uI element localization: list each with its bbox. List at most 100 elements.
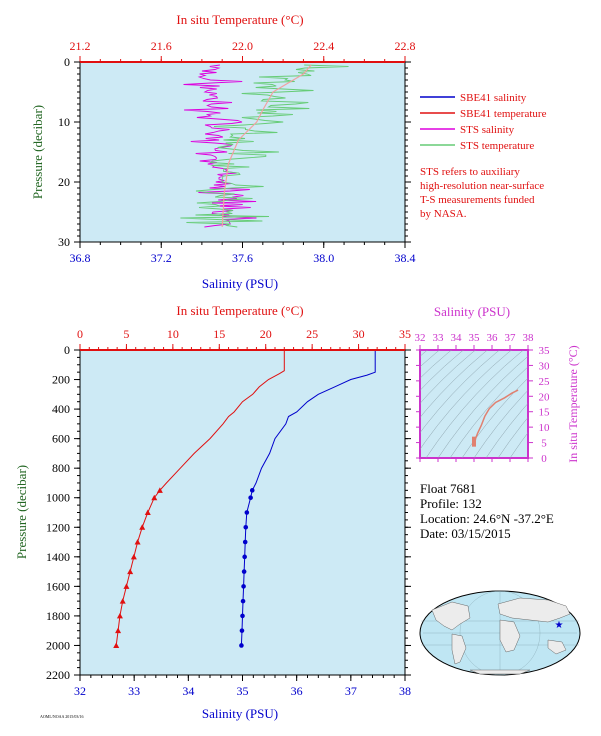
sbe41-temperature-marker: [151, 494, 158, 501]
sbe41-temperature-line: [115, 350, 285, 646]
sbe41-salinity-marker: [240, 598, 246, 604]
near-surface-salinity-axis-title: Salinity (PSU): [202, 276, 278, 291]
near-surface-pressure-tick-label: 20: [58, 175, 70, 189]
ts-salinity-tick-label: 33: [433, 332, 445, 344]
near-surface-plot-area: [79, 61, 406, 243]
full-depth-panel: 0 5 10 15 20 25 30 35 32 33 34 35 36 37 38 0 200 400 600 80…: [14, 303, 411, 721]
full-depth-pressure-axis-title: Pressure (decibar): [14, 465, 29, 559]
legend-note-line-4: by NASA.: [420, 208, 467, 220]
near-surface-salinity-tick-label: 37.6: [232, 251, 253, 265]
sbe41-temperature-marker: [127, 568, 134, 575]
full-depth-temperature-tick-label: 25: [306, 327, 318, 341]
ts-diagram-ticks: 32 33 34 35 36 37 38 0 5 10 15 20 25 30 35: [415, 332, 551, 465]
full-depth-pressure-tick-label: 1200: [46, 520, 70, 534]
near-surface-temperature-tick-label: 21.6: [151, 39, 172, 53]
ts-isopycnal-line: [485, 402, 528, 458]
sts-temperature-series: [180, 64, 349, 228]
world-map: ★: [419, 590, 581, 676]
full-depth-temperature-axis-title: In situ Temperature (°C): [176, 303, 303, 318]
ts-isopycnal-line: [437, 355, 528, 458]
sbe41-salinity-marker: [242, 554, 247, 560]
near-surface-salinity-tick-label: 36.8: [70, 251, 91, 265]
ts-salinity-tick-label: 35: [469, 332, 481, 344]
full-depth-salinity-tick-label: 38: [399, 684, 411, 698]
ts-temperature-tick-label: 5: [541, 438, 547, 450]
full-depth-pressure-tick-label: 1600: [46, 579, 70, 593]
near-surface-salinity-tick-label: 37.2: [151, 251, 172, 265]
legend-sts-salinity-label: STS salinity: [460, 124, 515, 136]
sbe41-salinity-marker: [243, 524, 249, 530]
ts-isopycnal-line: [497, 416, 528, 458]
legend-note-line-1: STS refers to auxiliary: [420, 166, 520, 178]
ts-isopycnal-line: [420, 350, 488, 418]
sbe41-temperature-marker: [156, 487, 163, 493]
near-surface-pressure-tick-label: 10: [58, 115, 70, 129]
sts-salinity-series: [183, 64, 257, 228]
ts-isopycnal-line: [425, 350, 524, 458]
full-depth-salinity-axis-title: Salinity (PSU): [202, 706, 278, 721]
full-depth-pressure-tick-label: 800: [52, 461, 70, 475]
sbe41-salinity-marker: [241, 584, 246, 589]
profile-date: Date: 03/15/2015: [420, 526, 511, 541]
sbe41-temperature-marker: [113, 642, 120, 648]
full-depth-pressure-tick-label: 1400: [46, 550, 70, 564]
full-depth-pressure-tick-label: 400: [52, 402, 70, 416]
ts-isopycnal-line: [420, 350, 428, 357]
ts-temperature-tick-label: 20: [539, 391, 551, 403]
legend-note-line-2: high-resolution near-surface: [420, 180, 544, 192]
sbe41-salinity-marker: [242, 539, 248, 545]
full-depth-temperature-tick-label: 0: [77, 327, 83, 341]
sbe41-temperature-marker: [134, 539, 141, 545]
float-location: Location: 24.6°N -37.2°E: [420, 511, 554, 526]
sbe41-salinity-marker: [244, 510, 250, 515]
sbe41-temperature-marker: [115, 627, 122, 634]
ts-diagram-panel: 32 33 34 35 36 37 38 0 5 10 15 20 25 30 35 Salinity (P…: [415, 304, 581, 465]
full-depth-temperature-tick-label: 35: [399, 327, 411, 341]
full-depth-salinity-tick-label: 32: [74, 684, 86, 698]
full-depth-pressure-tick-label: 2200: [46, 668, 70, 682]
full-depth-temperature-tick-label: 5: [123, 327, 129, 341]
sbe41-salinity-marker: [240, 613, 245, 619]
ts-salinity-tick-label: 37: [505, 332, 517, 344]
sbe41-temperature-markers: [113, 487, 163, 648]
ts-temperature-tick-label: 35: [539, 345, 551, 357]
full-depth-pressure-tick-label: 1800: [46, 609, 70, 623]
ts-salinity-tick-label: 34: [451, 332, 463, 344]
ts-temperature-tick-label: 0: [541, 453, 547, 465]
legend-sbe-temperature-label: SBE41 temperature: [460, 108, 547, 120]
near-surface-temperature-tick-label: 22.0: [232, 39, 253, 53]
legend-sts-temperature-label: STS temperature: [460, 140, 534, 152]
full-depth-temperature-tick-label: 20: [260, 327, 272, 341]
full-depth-pressure-tick-label: 0: [64, 343, 70, 357]
near-surface-temperature-tick-label: 22.8: [395, 39, 416, 53]
ts-isopycnal-line: [420, 350, 452, 379]
legend-sbe-salinity-label: SBE41 salinity: [460, 92, 527, 104]
full-depth-ticks: 0 5 10 15 20 25 30 35 32 33 34 35 36 37 38 0 200 400 600 80…: [46, 327, 411, 698]
near-surface-pressure-tick-label: 30: [58, 235, 70, 249]
legend-note-line-3: T-S measurements funded: [420, 194, 535, 206]
full-depth-pressure-tick-label: 600: [52, 432, 70, 446]
full-depth-salinity-tick-label: 35: [237, 684, 249, 698]
footer-code: AOML/NOAA 2015/03/16: [40, 714, 83, 719]
map-landmasses: [431, 597, 571, 675]
legend: SBE41 salinity SBE41 temperature STS sal…: [420, 92, 547, 220]
sts-salinity-line: [183, 64, 257, 228]
full-depth-pressure-tick-label: 200: [52, 373, 70, 387]
sbe41-temperature-marker: [119, 598, 126, 604]
near-surface-panel: 21.2 21.6 22.0 22.4 22.8 36.8 37.2 37.6 38.0 38.4…: [30, 12, 416, 291]
sbe41-temperature-marker: [144, 509, 151, 515]
ts-temperature-tick-label: 15: [539, 407, 551, 419]
ts-temperature-axis-title: In situ Temperature (°C): [566, 345, 580, 462]
sbe41-salinity-marker: [239, 643, 244, 648]
full-depth-temperature-tick-label: 10: [167, 327, 179, 341]
ts-isopycnal-line: [420, 350, 476, 404]
ts-salinity-tick-label: 36: [487, 332, 499, 344]
full-depth-temperature-tick-label: 30: [353, 327, 365, 341]
near-surface-pressure-tick-label: 0: [64, 55, 70, 69]
sbe41-salinity-marker: [248, 495, 253, 501]
ts-salinity-axis-title: Salinity (PSU): [434, 304, 510, 319]
ts-isopycnal-line: [420, 350, 512, 450]
sbe41-salinity-marker: [249, 488, 255, 493]
sbe41-salinity-line: [240, 350, 376, 646]
